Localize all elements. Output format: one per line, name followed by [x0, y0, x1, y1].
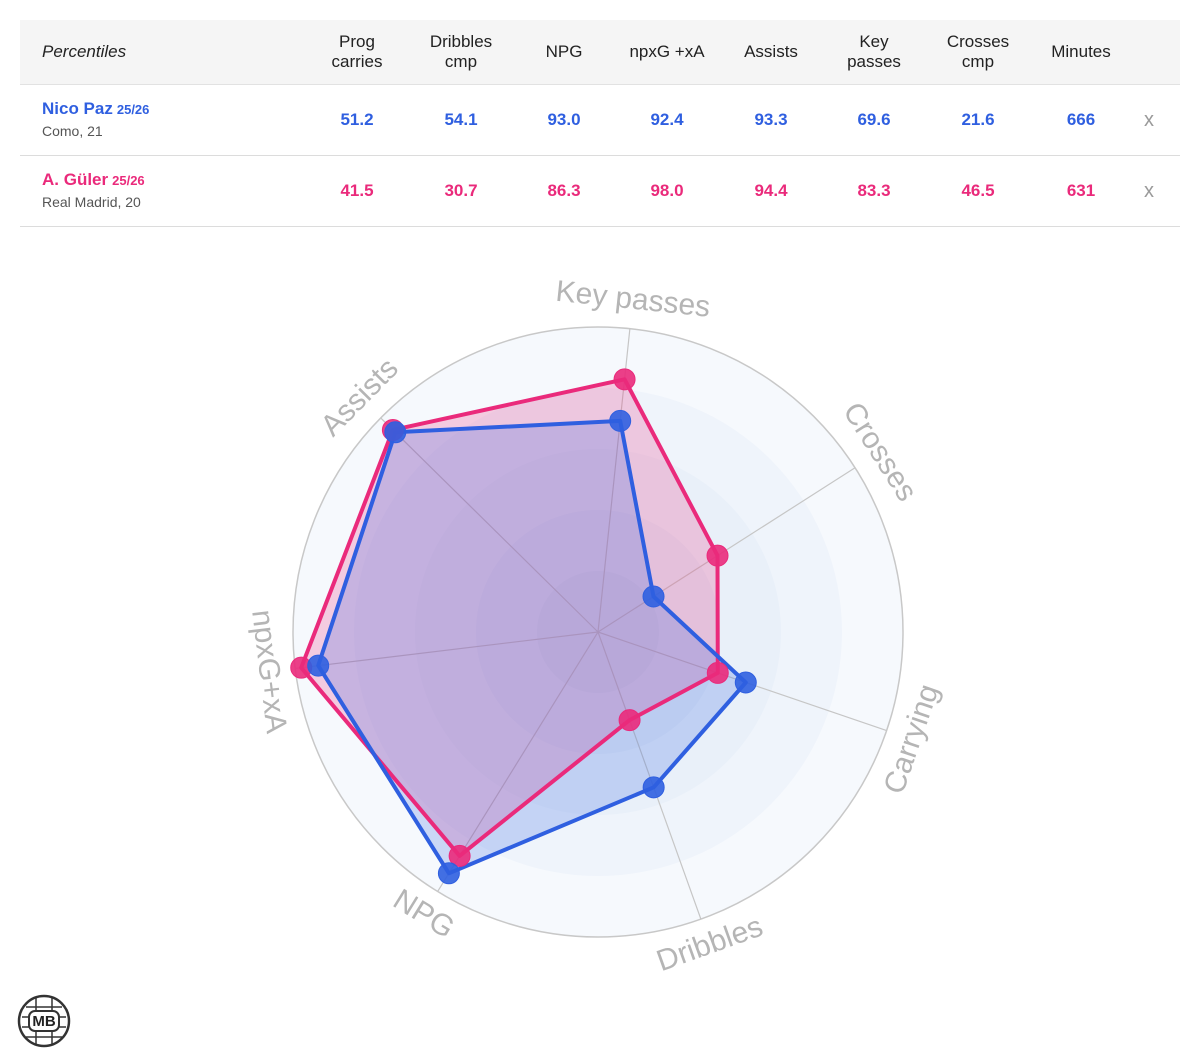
series-point [706, 544, 729, 567]
remove-player-button[interactable]: x [1144, 179, 1154, 202]
column-header-line: passes [847, 52, 901, 71]
series-point [642, 585, 665, 608]
column-header-line: carries [331, 52, 383, 71]
stat-value: 93.0 [547, 110, 581, 129]
stat-value: 83.3 [857, 181, 891, 200]
series-point [307, 654, 330, 677]
player-name[interactable]: Nico Paz [42, 99, 113, 118]
column-header[interactable]: Assists [716, 20, 826, 84]
series-point [706, 661, 729, 684]
radar-spoke [597, 631, 702, 920]
axis-label: npxG+xA [245, 608, 293, 735]
series-line [316, 418, 748, 876]
column-header-line: Minutes [1051, 42, 1111, 61]
series-area [318, 420, 746, 874]
stat-value: 54.1 [444, 110, 478, 129]
player-name[interactable]: A. Güler [42, 170, 109, 189]
player-cell: Nico Paz 25/26 Como, 21 [42, 85, 149, 155]
player-season: 25/26 [116, 102, 150, 117]
stat-value: 30.7 [444, 181, 478, 200]
stat-value: 92.4 [650, 110, 684, 129]
column-header-line: cmp [961, 52, 995, 71]
stat-value: 21.6 [961, 110, 995, 129]
stat-value: 46.5 [961, 181, 995, 200]
column-header-line: Crosses [946, 32, 1010, 51]
column-header[interactable]: Crosses cmp [923, 20, 1033, 84]
column-header[interactable]: Key passes [819, 20, 929, 84]
player-season: 25/26 [112, 173, 145, 188]
series-point [642, 776, 665, 799]
percentiles-table: Percentiles Prog carries Dribbles cmp NPG npx… [20, 20, 1180, 227]
radar-chart: Key passesCrossesCarryingDribblesNPGnpxG… [245, 275, 945, 978]
column-header-line: Dribbles [429, 32, 493, 51]
series-line [299, 377, 720, 858]
series-point [448, 844, 471, 867]
series-point [384, 421, 407, 444]
table-corner-label: Percentiles [42, 42, 127, 61]
column-header-line: npxG +xA [629, 42, 705, 61]
stat-value: 98.0 [650, 181, 684, 200]
stat-value: 51.2 [340, 110, 374, 129]
table-row: Nico Paz 25/26 Como, 21 51.2 54.1 93.0 92.4 93.… [20, 85, 1180, 156]
stat-value: 93.3 [754, 110, 788, 129]
stat-value: 94.4 [754, 181, 788, 200]
logo-text: MB [32, 1013, 55, 1030]
radar-spoke [295, 631, 599, 670]
column-header[interactable]: npxG +xA [612, 20, 722, 84]
stat-value: 86.3 [547, 181, 581, 200]
remove-player-button[interactable]: x [1144, 108, 1154, 131]
column-header[interactable]: Dribbles cmp [406, 20, 516, 84]
series-area [301, 379, 718, 856]
player-club-age: Real Madrid, 20 [42, 194, 141, 210]
series-point [618, 709, 641, 732]
mb-logo: MB [17, 994, 71, 1048]
stat-value: 69.6 [857, 110, 891, 129]
column-header-line: Assists [744, 42, 798, 61]
radar-spoke [380, 417, 599, 633]
series-point [734, 671, 757, 694]
series-point [609, 409, 632, 432]
table-row: A. Güler 25/26 Real Madrid, 20 41.5 30.7 86.3… [20, 156, 1180, 227]
radar-outer-ring [292, 326, 904, 938]
table-header: Percentiles Prog carries Dribbles cmp NPG npx… [20, 20, 1180, 85]
stat-value: 631 [1066, 181, 1096, 200]
column-header[interactable]: Minutes [1026, 20, 1136, 84]
stat-value: 666 [1066, 110, 1096, 129]
column-header-line: Prog [339, 32, 375, 51]
column-header-line: Key [859, 32, 889, 51]
column-header[interactable]: NPG [509, 20, 619, 84]
series-point [613, 368, 636, 391]
column-header-line: NPG [545, 42, 583, 61]
column-header-line: cmp [444, 52, 478, 71]
player-club-age: Como, 21 [42, 123, 103, 139]
axis-label: Key passes [554, 275, 712, 324]
player-cell: A. Güler 25/26 Real Madrid, 20 [42, 156, 145, 226]
stat-value: 41.5 [340, 181, 374, 200]
column-header[interactable]: Prog carries [302, 20, 412, 84]
series-point [437, 862, 460, 885]
